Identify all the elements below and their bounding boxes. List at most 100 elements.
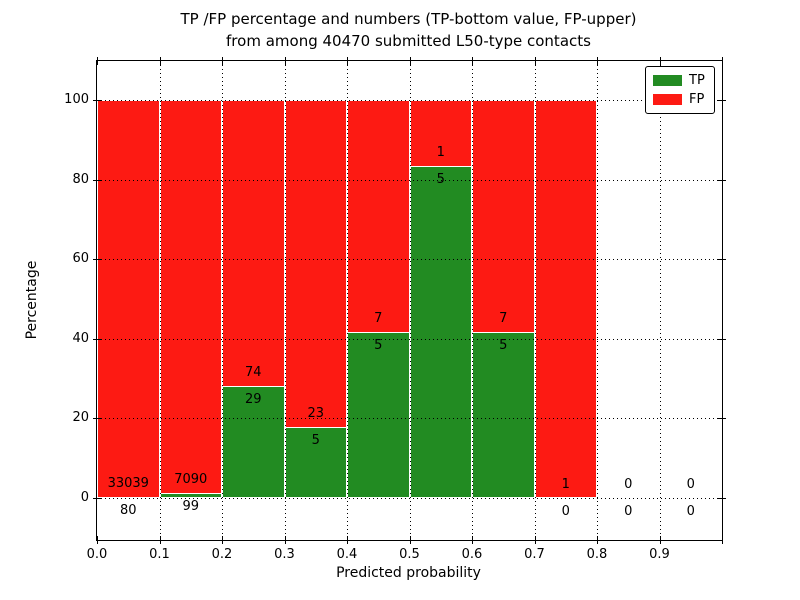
x-tick-label: 0.4	[336, 547, 358, 562]
bar-tp	[409, 166, 472, 498]
fp-count-label: 74	[244, 364, 262, 380]
y-tick-mark	[93, 338, 101, 340]
bar-tp	[347, 332, 410, 498]
tp-count-label: 0	[686, 504, 695, 519]
fp-count-label: 7090	[174, 471, 208, 487]
legend-label-fp: FP	[689, 91, 705, 107]
fp-swatch-icon	[653, 94, 682, 105]
fp-count-label: 1	[561, 477, 570, 492]
x-tick-mark	[159, 57, 161, 65]
x-tick-label: 0.0	[86, 547, 108, 562]
y-tick-mark	[718, 498, 726, 499]
y-tick-mark	[93, 498, 101, 499]
gridline-v	[347, 61, 348, 540]
bar-fp	[97, 100, 160, 498]
x-tick-mark	[597, 536, 598, 544]
x-tick-mark	[97, 57, 98, 65]
chart-title-line2: from among 40470 submitted L50-type cont…	[226, 32, 591, 50]
x-tick-mark	[222, 57, 223, 65]
x-tick-label: 0.8	[586, 547, 608, 562]
x-tick-mark	[222, 536, 223, 544]
gridline-v	[409, 61, 411, 540]
y-tick-label: 100	[64, 92, 89, 107]
x-tick-label: 0.5	[399, 547, 420, 562]
fp-count-label: 23	[307, 405, 325, 421]
y-tick-mark	[93, 259, 101, 261]
gridline-v	[159, 61, 161, 540]
x-tick-mark	[534, 536, 536, 544]
x-tick-mark	[159, 536, 161, 544]
tp-count-label: 0	[624, 504, 633, 519]
y-tick-label: 40	[72, 330, 89, 346]
x-tick-label: 0.2	[211, 547, 233, 562]
tp-count-label: 5	[374, 338, 383, 354]
y-tick-mark	[93, 100, 101, 101]
x-tick-label: 0.7	[524, 547, 545, 562]
legend-item-tp: TP	[653, 72, 708, 88]
x-tick-mark	[409, 57, 411, 65]
fp-count-label: 7	[374, 311, 383, 327]
fp-count-label: 0	[686, 477, 695, 492]
x-tick-mark	[534, 57, 536, 65]
x-tick-mark	[284, 57, 286, 65]
legend-label-tp: TP	[689, 72, 705, 88]
y-tick-label: 20	[72, 410, 89, 426]
x-tick-mark	[347, 536, 348, 544]
y-tick-mark	[718, 259, 726, 261]
tp-count-label: 5	[499, 338, 508, 354]
y-axis-label: Percentage	[24, 260, 40, 340]
tp-swatch-icon	[653, 75, 682, 86]
chart-title-line1: TP /FP percentage and numbers (TP-bottom…	[180, 10, 637, 28]
chart-title: TP /FP percentage and numbers (TP-bottom…	[96, 8, 721, 52]
gridline-v	[472, 61, 473, 540]
bar-fp	[159, 100, 222, 498]
y-tick-mark	[718, 418, 726, 420]
x-tick-mark	[659, 536, 661, 544]
x-tick-mark	[347, 57, 348, 65]
legend-item-fp: FP	[653, 91, 708, 107]
y-tick-label: 80	[72, 171, 89, 187]
tp-count-label: 5	[311, 432, 320, 448]
x-tick-mark	[722, 57, 723, 65]
tp-count-label: 0	[561, 504, 570, 519]
tp-count-label: 29	[244, 391, 262, 407]
x-tick-mark	[659, 57, 661, 65]
gridline-v	[222, 61, 223, 540]
tp-count-label: 99	[182, 498, 200, 514]
plot-area: 0 20 40 60 80 100 0.0 0.1 0.2 0.3 0.4 0.5 0.6 0.7 0.8 0…	[64, 57, 726, 562]
tp-count-label: 80	[119, 503, 137, 519]
gridline-v	[659, 61, 661, 540]
x-axis-label: Predicted probability	[336, 565, 481, 581]
x-tick-mark	[472, 536, 473, 544]
x-tick-mark	[472, 57, 473, 65]
fp-count-label: 0	[624, 477, 633, 492]
tp-count-label: 5	[436, 172, 445, 188]
bar-tp	[472, 332, 535, 498]
x-tick-mark	[97, 536, 98, 544]
y-tick-mark	[718, 100, 726, 101]
y-tick-label: 0	[80, 490, 89, 505]
fp-count-label: 7	[499, 311, 508, 327]
y-tick-mark	[718, 179, 726, 181]
gridline-v	[597, 61, 598, 540]
y-tick-mark	[718, 338, 726, 340]
fp-count-label: 33039	[107, 476, 149, 492]
x-tick-label: 0.1	[149, 547, 170, 562]
x-tick-mark	[722, 536, 723, 544]
gridline-v	[284, 61, 286, 540]
bar-fp	[534, 100, 597, 498]
bar-tp	[222, 385, 285, 498]
legend: TP FP	[645, 66, 715, 114]
x-tick-mark	[409, 536, 411, 544]
x-tick-mark	[597, 57, 598, 65]
gridline-v	[534, 61, 536, 540]
bar-tp	[284, 426, 347, 498]
y-tick-label: 60	[72, 251, 89, 267]
y-tick-mark	[93, 418, 101, 420]
x-tick-label: 0.9	[649, 547, 670, 562]
x-tick-label: 0.6	[461, 547, 483, 562]
fp-count-label: 1	[436, 145, 445, 161]
y-tick-mark	[93, 179, 101, 181]
x-tick-mark	[284, 536, 286, 544]
